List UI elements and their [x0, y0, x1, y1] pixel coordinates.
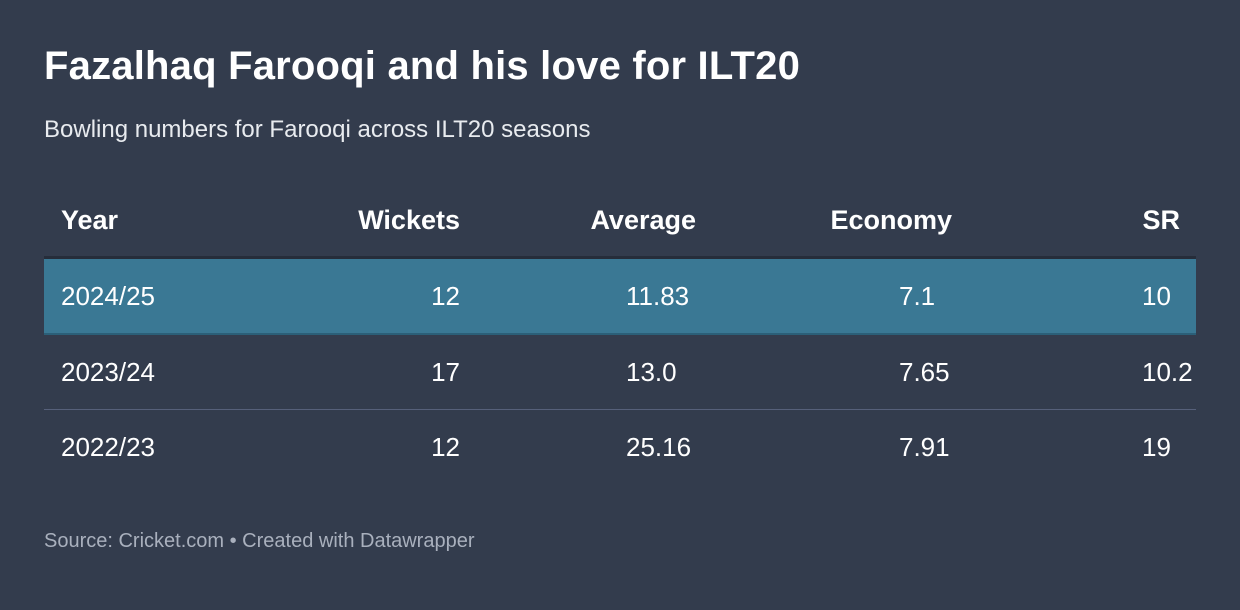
table-row: 2023/24 17 13.0 7.65 10.2: [44, 334, 1196, 410]
cell-sr: 10: [952, 257, 1196, 335]
cell-economy: 7.91: [696, 410, 952, 485]
source-footer: Source: Cricket.com • Created with Dataw…: [44, 530, 475, 552]
column-header-wickets: Wickets: [244, 184, 460, 259]
cell-average-value: 11.83: [626, 280, 690, 311]
cell-sr: 10.2: [952, 334, 1196, 410]
column-header-average: Average: [460, 184, 696, 259]
column-header-year: Year: [44, 184, 244, 259]
column-header-sr: SR: [952, 184, 1196, 259]
cell-wickets: 12: [244, 257, 460, 335]
table-row-highlighted: 2024/25 12 11.83 7.1 10: [44, 257, 1196, 335]
cell-wickets: 12: [431, 431, 460, 462]
cell-average-value: 25.16: [626, 431, 692, 462]
cell-economy-value: 7.65: [899, 356, 950, 387]
cell-economy-value: 7.91: [899, 431, 950, 462]
chart-title: Fazalhaq Farooqi and his love for ILT20: [44, 44, 801, 88]
cell-average: 11.83: [460, 257, 696, 335]
cell-average: 13.0: [460, 334, 696, 410]
cell-wickets: 17: [244, 334, 460, 410]
cell-year: 2022/23: [61, 431, 155, 462]
stats-table: Year Wickets Average Economy SR 2024/25 …: [44, 184, 1196, 484]
cell-economy-value: 7.1: [899, 280, 936, 311]
chart-subtitle: Bowling numbers for Farooqi across ILT20…: [44, 116, 591, 143]
cell-economy: 7.1: [696, 257, 952, 335]
table-header-row: Year Wickets Average Economy SR: [44, 184, 1196, 259]
cell-economy: 7.65: [696, 334, 952, 410]
table-row: 2022/23 12 25.16 7.91 19: [44, 410, 1196, 485]
cell-year: 2024/25: [44, 257, 244, 335]
cell-average: 25.16: [460, 410, 696, 485]
column-header-economy: Economy: [696, 184, 952, 259]
cell-year: 2023/24: [44, 334, 244, 410]
cell-sr: 19: [1142, 431, 1171, 462]
cell-average-value: 13.0: [626, 356, 677, 387]
